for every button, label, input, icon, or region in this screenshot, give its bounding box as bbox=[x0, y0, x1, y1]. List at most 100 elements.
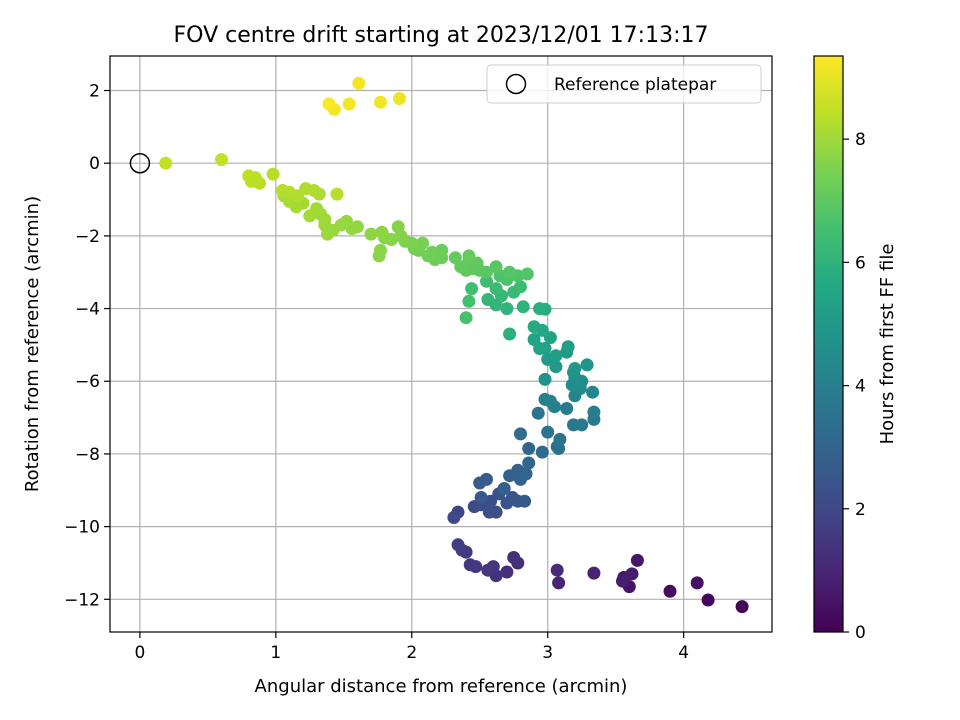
data-point-53 bbox=[567, 418, 580, 432]
y-tick-label-2: −8 bbox=[75, 445, 100, 465]
data-point-46 bbox=[514, 427, 527, 441]
data-point-110 bbox=[462, 249, 476, 263]
data-point-94 bbox=[462, 294, 476, 308]
data-point-83 bbox=[503, 327, 517, 341]
data-point-151 bbox=[266, 167, 280, 181]
data-point-68 bbox=[580, 358, 594, 372]
colorbar-label: Hours from first FF file bbox=[877, 244, 898, 445]
y-tick-label-0: −12 bbox=[64, 590, 100, 610]
y-tick-label-1: −10 bbox=[64, 518, 100, 538]
data-point-78 bbox=[527, 333, 541, 346]
data-point-122 bbox=[391, 220, 405, 234]
data-point-69 bbox=[568, 362, 582, 375]
y-axis-ticks: −12 −10 −8 −6 −4 −2 0 2 bbox=[64, 82, 110, 610]
data-point-157 bbox=[159, 156, 173, 170]
x-tick-label-4: 4 bbox=[678, 643, 689, 663]
data-point-34 bbox=[518, 494, 532, 508]
colorbar-gradient bbox=[814, 56, 843, 632]
data-point-2 bbox=[663, 584, 677, 598]
x-tick-label-1: 1 bbox=[270, 643, 281, 663]
data-point-7 bbox=[625, 567, 639, 581]
y-tick-label-6: 0 bbox=[89, 154, 100, 174]
colorbar: 0 2 4 6 8 Hours from first FF file bbox=[813, 55, 898, 643]
colorbar-tick-label-1: 2 bbox=[855, 500, 866, 520]
data-point-51 bbox=[531, 406, 545, 420]
data-point-73 bbox=[561, 340, 575, 354]
y-axis-label: Rotation from reference (arcmin) bbox=[22, 196, 43, 492]
data-point-24 bbox=[447, 511, 461, 524]
data-point-56 bbox=[560, 402, 574, 415]
data-point-22 bbox=[451, 538, 465, 552]
data-point-61 bbox=[586, 385, 600, 399]
data-point-158 bbox=[393, 92, 406, 105]
x-tick-label-0: 0 bbox=[134, 643, 145, 663]
data-point-92 bbox=[480, 274, 493, 288]
data-point-82 bbox=[533, 302, 547, 316]
reference-marker bbox=[129, 152, 151, 174]
data-point-9 bbox=[587, 566, 601, 580]
data-point-0 bbox=[735, 600, 749, 614]
data-point-128 bbox=[364, 227, 378, 241]
data-point-93 bbox=[465, 282, 479, 296]
x-axis-label: Angular distance from reference (arcmin) bbox=[255, 676, 628, 697]
data-point-19 bbox=[463, 558, 477, 572]
data-point-11 bbox=[550, 563, 564, 577]
data-point-161 bbox=[342, 97, 356, 111]
reference-point bbox=[129, 152, 151, 174]
data-point-101 bbox=[489, 260, 503, 274]
data-point-150 bbox=[330, 187, 344, 201]
data-point-37 bbox=[480, 472, 493, 486]
x-tick-label-2: 2 bbox=[406, 643, 417, 663]
data-point-45 bbox=[535, 445, 549, 459]
data-point-149 bbox=[276, 184, 290, 197]
data-point-13 bbox=[507, 551, 521, 564]
data-point-109 bbox=[448, 251, 462, 265]
data-point-90 bbox=[514, 280, 527, 294]
colorbar-ticks: 0 2 4 6 8 bbox=[843, 130, 866, 643]
y-tick-label-3: −6 bbox=[75, 372, 100, 392]
colorbar-tick-label-3: 6 bbox=[855, 253, 866, 273]
colorbar-tick-label-4: 8 bbox=[855, 130, 866, 150]
y-tick-label-5: −2 bbox=[75, 227, 100, 247]
legend-marker bbox=[505, 73, 527, 95]
data-point-139 bbox=[303, 209, 317, 223]
data-point-100 bbox=[503, 265, 517, 279]
data-point-118 bbox=[416, 236, 430, 250]
chart-title: FOV centre drift starting at 2023/12/01 … bbox=[174, 23, 709, 48]
data-point-44 bbox=[522, 442, 536, 455]
y-tick-label-7: 2 bbox=[89, 82, 100, 102]
legend-box bbox=[486, 64, 762, 104]
y-tick-label-4: −4 bbox=[75, 300, 100, 320]
data-point-14 bbox=[500, 565, 514, 579]
legend-entry-reference: Reference platepar bbox=[554, 75, 716, 95]
data-point-74 bbox=[549, 349, 563, 363]
data-point-66 bbox=[538, 372, 552, 386]
data-point-35 bbox=[474, 491, 488, 504]
data-point-85 bbox=[500, 302, 514, 316]
colorbar-tick-label-2: 4 bbox=[855, 377, 866, 397]
data-point-49 bbox=[541, 425, 555, 439]
data-point-80 bbox=[527, 320, 541, 334]
data-point-1 bbox=[701, 593, 715, 607]
colorbar-tick-label-0: 0 bbox=[855, 623, 866, 643]
data-point-159 bbox=[374, 95, 387, 109]
data-point-87 bbox=[481, 293, 495, 306]
data-points bbox=[159, 76, 749, 614]
data-point-160 bbox=[352, 76, 366, 90]
legend: Reference platepar bbox=[486, 64, 762, 104]
data-point-99 bbox=[520, 267, 534, 281]
data-point-28 bbox=[489, 505, 503, 519]
data-point-84 bbox=[516, 300, 530, 314]
data-point-42 bbox=[519, 467, 533, 481]
data-point-91 bbox=[489, 282, 503, 296]
data-point-59 bbox=[538, 392, 552, 406]
colorbar-frame bbox=[813, 55, 844, 633]
data-point-95 bbox=[459, 311, 473, 325]
data-point-50 bbox=[553, 432, 567, 446]
data-point-155 bbox=[242, 169, 256, 183]
data-point-156 bbox=[215, 153, 228, 167]
data-point-127 bbox=[375, 225, 389, 239]
data-point-17 bbox=[481, 563, 495, 577]
data-point-113 bbox=[435, 251, 449, 265]
